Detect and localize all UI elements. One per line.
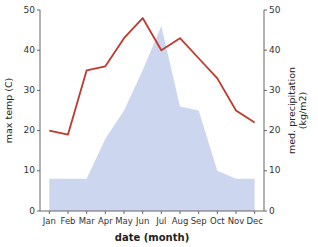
y2-tick bbox=[264, 90, 267, 91]
y-axis-line bbox=[40, 10, 41, 211]
y2-tick-label: 50 bbox=[269, 5, 281, 15]
y-tick-label: 30 bbox=[24, 85, 36, 95]
y-tick-label: 10 bbox=[24, 165, 36, 175]
y2-tick-label: 0 bbox=[269, 206, 275, 216]
x-tick bbox=[105, 211, 106, 214]
y2-tick-label: 40 bbox=[269, 45, 281, 55]
x-tick bbox=[68, 211, 69, 214]
x-tick bbox=[124, 211, 125, 214]
y-tick bbox=[37, 130, 40, 131]
x-tick-label: Sep bbox=[191, 216, 207, 226]
y-tick bbox=[37, 211, 40, 212]
x-tick-label: Apr bbox=[98, 216, 113, 226]
y2-tick bbox=[264, 211, 267, 212]
y2-tick-label: 10 bbox=[269, 165, 281, 175]
x-tick bbox=[161, 211, 162, 214]
y-axis-label: max temp (C) bbox=[3, 78, 14, 144]
y2-axis-label-line: (kg/m2) bbox=[297, 92, 308, 129]
y-tick-label: 20 bbox=[24, 125, 36, 135]
y2-axis-line bbox=[264, 10, 265, 211]
y2-tick-label: 30 bbox=[269, 85, 281, 95]
y-tick-label: 50 bbox=[24, 5, 36, 15]
y-tick bbox=[37, 50, 40, 51]
y2-axis-label: med. precipitation(kg/m2) bbox=[286, 67, 307, 154]
x-tick-label: Dec bbox=[246, 216, 263, 226]
y2-tick bbox=[264, 50, 267, 51]
x-tick bbox=[254, 211, 255, 214]
x-tick bbox=[142, 211, 143, 214]
x-tick bbox=[198, 211, 199, 214]
x-tick bbox=[86, 211, 87, 214]
y-tick-label: 40 bbox=[24, 45, 36, 55]
y-tick bbox=[37, 90, 40, 91]
x-tick-label: Aug bbox=[172, 216, 189, 226]
x-tick-label: Mar bbox=[79, 216, 96, 226]
chart: 0 10 20 30 40 50 0 10 20 30 40 50 Jan Feb MarAprMayJun… bbox=[0, 0, 318, 247]
x-axis-line bbox=[40, 211, 264, 212]
x-tick-label: Jul bbox=[155, 216, 166, 226]
y2-tick-label: 20 bbox=[269, 125, 281, 135]
y2-tick bbox=[264, 130, 267, 131]
x-tick bbox=[236, 211, 237, 214]
plot-area bbox=[49, 18, 254, 211]
x-tick-label: Nov bbox=[228, 216, 245, 226]
x-tick bbox=[217, 211, 218, 214]
x-tick-label: Jun bbox=[135, 216, 149, 226]
area bbox=[49, 26, 254, 211]
x-tick-label: Oct bbox=[210, 216, 225, 226]
x-tick-label: May bbox=[115, 216, 133, 226]
x-tick bbox=[49, 211, 50, 214]
x-tick-label: Feb bbox=[60, 216, 75, 226]
line bbox=[49, 18, 254, 135]
x-tick-label: Jan bbox=[42, 216, 56, 226]
y2-tick bbox=[264, 170, 267, 171]
y2-axis-label-line: med. precipitation bbox=[286, 67, 297, 154]
y-tick-label: 0 bbox=[29, 206, 35, 216]
y-tick bbox=[37, 10, 40, 11]
y-tick bbox=[37, 170, 40, 171]
x-axis-label: date (month) bbox=[115, 232, 189, 243]
y2-tick bbox=[264, 10, 267, 11]
x-tick bbox=[180, 211, 181, 214]
